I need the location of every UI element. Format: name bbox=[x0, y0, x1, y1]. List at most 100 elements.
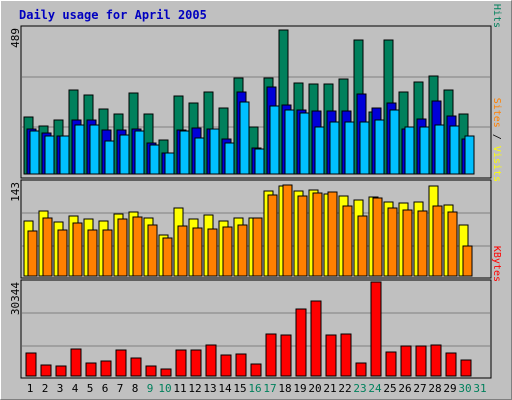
sites-bar-day-8 bbox=[132, 216, 143, 277]
x-tick-day-30: 30 bbox=[458, 382, 471, 395]
panel-hits-frame bbox=[20, 25, 492, 179]
x-tick-day-14: 14 bbox=[218, 382, 232, 395]
x-tick-day-15: 15 bbox=[233, 382, 246, 395]
kbytes-bar-day-13 bbox=[205, 344, 217, 377]
kbytes-bar-day-2 bbox=[40, 364, 52, 377]
pages-bar-day-9 bbox=[149, 144, 160, 175]
x-tick-day-31: 31 bbox=[473, 382, 486, 395]
x-tick-day-3: 3 bbox=[57, 382, 64, 395]
pages-bar-day-23 bbox=[359, 121, 370, 175]
x-tick-day-6: 6 bbox=[102, 382, 109, 395]
kbytes-bar-day-27 bbox=[415, 345, 427, 377]
sites-bar-day-6 bbox=[102, 229, 113, 277]
kbytes-bar-day-22 bbox=[340, 333, 352, 377]
pages-bar-day-10 bbox=[164, 152, 175, 175]
x-tick-day-26: 26 bbox=[398, 382, 411, 395]
pages-bar-day-25 bbox=[389, 109, 400, 175]
x-tick-day-2: 2 bbox=[42, 382, 49, 395]
kbytes-bar-day-16 bbox=[250, 363, 262, 377]
x-tick-day-13: 13 bbox=[203, 382, 216, 395]
pages-bar-day-29 bbox=[449, 125, 460, 175]
kbytes-bar-day-24 bbox=[370, 281, 382, 377]
panel-kbytes-legend: KBytes bbox=[491, 246, 502, 282]
kbytes-bar-day-1 bbox=[25, 352, 37, 377]
kbytes-bar-day-26 bbox=[400, 345, 412, 377]
kbytes-bar-day-12 bbox=[190, 349, 202, 377]
pages-bar-day-11 bbox=[179, 130, 190, 175]
kbytes-bar-day-29 bbox=[445, 352, 457, 377]
kbytes-bar-day-20 bbox=[310, 300, 322, 377]
pages-bar-day-4 bbox=[74, 124, 85, 175]
x-tick-day-23: 23 bbox=[353, 382, 366, 395]
pages-bar-day-17 bbox=[269, 105, 280, 175]
pages-bar-day-18 bbox=[284, 109, 295, 175]
sites-bar-day-28 bbox=[432, 205, 443, 277]
x-tick-day-24: 24 bbox=[368, 382, 382, 395]
pages-bar-day-8 bbox=[134, 130, 145, 175]
x-tick-day-28: 28 bbox=[428, 382, 441, 395]
sites-bar-day-27 bbox=[417, 210, 428, 277]
pages-bar-day-5 bbox=[89, 124, 100, 175]
pages-bar-day-16 bbox=[254, 148, 265, 175]
kbytes-bar-day-17 bbox=[265, 333, 277, 377]
sites-bar-day-9 bbox=[147, 224, 158, 277]
pages-bar-day-6 bbox=[104, 140, 115, 175]
pages-bar-day-7 bbox=[119, 134, 130, 175]
sites-bar-day-11 bbox=[177, 225, 188, 277]
kbytes-bar-day-18 bbox=[280, 334, 292, 377]
sites-bar-day-18 bbox=[282, 184, 293, 277]
x-tick-day-7: 7 bbox=[117, 382, 124, 395]
x-tick-day-4: 4 bbox=[72, 382, 79, 395]
panel-visits-legend: Sites / Visits bbox=[491, 98, 502, 182]
pages-bar-day-2 bbox=[44, 135, 55, 175]
x-tick-day-17: 17 bbox=[263, 382, 276, 395]
sites-bar-day-21 bbox=[327, 191, 338, 277]
x-tick-day-22: 22 bbox=[338, 382, 351, 395]
sites-bar-day-29 bbox=[447, 211, 458, 277]
pages-bar-day-13 bbox=[209, 128, 220, 175]
chart-title: Daily usage for April 2005 bbox=[19, 8, 207, 22]
pages-bar-day-21 bbox=[329, 121, 340, 175]
sites-bar-day-17 bbox=[267, 194, 278, 277]
sites-bar-day-12 bbox=[192, 227, 203, 277]
kbytes-bar-day-30 bbox=[460, 359, 472, 377]
x-tick-day-9: 9 bbox=[147, 382, 154, 395]
kbytes-bar-day-19 bbox=[295, 308, 307, 377]
pages-bar-day-24 bbox=[374, 119, 385, 175]
legend-part-1-0: Sites bbox=[491, 98, 502, 128]
sites-bar-day-22 bbox=[342, 205, 353, 277]
sites-bar-day-10 bbox=[162, 237, 173, 277]
panel-visits-frame bbox=[20, 179, 492, 279]
x-tick-day-21: 21 bbox=[323, 382, 336, 395]
pages-bar-day-12 bbox=[194, 137, 205, 175]
panel-hits-legend: Pages / Files / Hits bbox=[491, 0, 502, 28]
kbytes-bar-day-10 bbox=[160, 368, 172, 377]
kbytes-bar-day-28 bbox=[430, 344, 442, 377]
sites-bar-day-19 bbox=[297, 195, 308, 277]
pages-bar-day-3 bbox=[59, 135, 70, 175]
x-tick-day-1: 1 bbox=[27, 382, 34, 395]
pages-bar-day-28 bbox=[434, 124, 445, 175]
x-tick-day-18: 18 bbox=[278, 382, 291, 395]
kbytes-bar-day-15 bbox=[235, 353, 247, 377]
kbytes-bar-day-25 bbox=[385, 351, 397, 377]
pages-bar-day-14 bbox=[224, 142, 235, 175]
legend-part-1-1: / bbox=[491, 128, 502, 146]
panel-kbytes-max-label: 30344 bbox=[9, 282, 22, 315]
sites-bar-day-7 bbox=[117, 218, 128, 277]
sites-bar-day-24 bbox=[372, 197, 383, 277]
pages-bar-day-26 bbox=[404, 126, 415, 175]
sites-bar-day-4 bbox=[72, 222, 83, 277]
kbytes-bar-day-9 bbox=[145, 365, 157, 377]
x-tick-day-5: 5 bbox=[87, 382, 94, 395]
x-tick-day-10: 10 bbox=[158, 382, 171, 395]
x-tick-day-11: 11 bbox=[173, 382, 186, 395]
pages-bar-day-30 bbox=[464, 135, 475, 175]
kbytes-bar-day-7 bbox=[115, 349, 127, 377]
kbytes-bar-day-6 bbox=[100, 360, 112, 377]
legend-part-1-2: Visits bbox=[491, 146, 502, 182]
sites-bar-day-30 bbox=[462, 245, 473, 277]
x-tick-day-27: 27 bbox=[413, 382, 426, 395]
panel-kbytes-frame bbox=[20, 279, 492, 379]
